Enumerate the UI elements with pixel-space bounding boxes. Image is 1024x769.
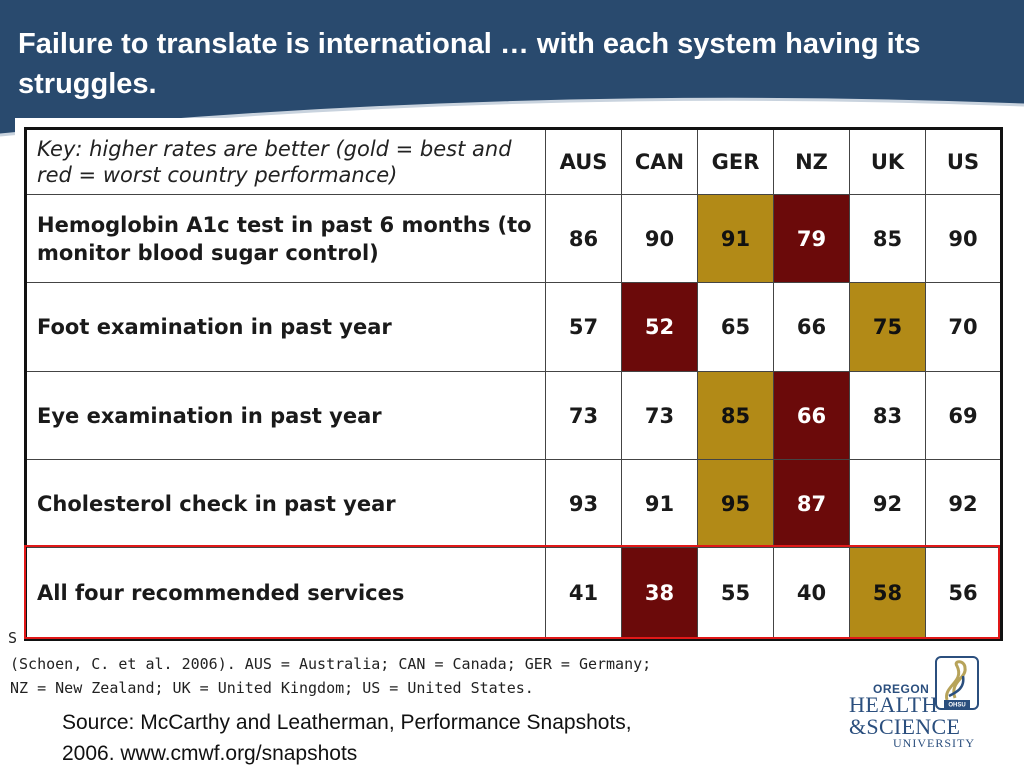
performance-table: Key: higher rates are better (gold = bes… — [24, 127, 1003, 641]
value-cell-aus: 41 — [545, 547, 622, 640]
value-cell-nz: 87 — [773, 459, 850, 548]
row-label: Eye examination in past year — [25, 371, 546, 460]
value-cell-nz: 66 — [773, 282, 850, 372]
notes-line-1: (Schoen, C. et al. 2006). AUS = Australi… — [10, 655, 652, 673]
source-line-1: Source: McCarthy and Leatherman, Perform… — [62, 711, 632, 734]
value-cell-uk: 83 — [849, 371, 926, 460]
value-cell-aus: 57 — [545, 282, 622, 372]
value-cell-ger: 85 — [697, 371, 774, 460]
value-cell-aus: 73 — [545, 371, 622, 460]
value-cell-aus: 93 — [545, 459, 622, 548]
value-cell-can: 90 — [621, 194, 698, 283]
ohsu-logo: OHSU OREGON HEALTH &SCIENCE UNIVERSITY — [845, 652, 985, 752]
value-cell-nz: 40 — [773, 547, 850, 640]
logo-line-university: UNIVERSITY — [893, 736, 975, 750]
value-cell-nz: 79 — [773, 194, 850, 283]
country-header-nz: NZ — [773, 128, 850, 195]
value-cell-ger: 55 — [697, 547, 774, 640]
logo-line-science: &SCIENCE — [849, 714, 961, 739]
table-row: Cholesterol check in past year 93 91 95 87 92… — [25, 459, 1002, 548]
value-cell-us: 92 — [925, 459, 1002, 548]
ohsu-emblem-icon: OHSU — [935, 656, 979, 710]
value-cell-can: 38 — [621, 547, 698, 640]
value-cell-us: 69 — [925, 371, 1002, 460]
value-cell-uk: 92 — [849, 459, 926, 548]
value-cell-ger: 65 — [697, 282, 774, 372]
row-label: Hemoglobin A1c test in past 6 months (to… — [25, 194, 546, 283]
table-row: Hemoglobin A1c test in past 6 months (to… — [25, 194, 1002, 283]
value-cell-us: 90 — [925, 194, 1002, 283]
country-header-us: US — [925, 128, 1002, 195]
value-cell-uk: 75 — [849, 282, 926, 372]
table-header-row: Key: higher rates are better (gold = bes… — [25, 128, 1002, 195]
country-header-aus: AUS — [545, 128, 622, 195]
source-line-2: 2006. www.cmwf.org/snapshots — [62, 742, 358, 765]
row-label: All four recommended services — [25, 547, 546, 640]
row-label: Foot examination in past year — [25, 282, 546, 372]
source-citation: Source: McCarthy and Leatherman, Perform… — [62, 707, 822, 769]
value-cell-ger: 95 — [697, 459, 774, 548]
table-row: Foot examination in past year 57 52 65 66 75 7… — [25, 282, 1002, 372]
value-cell-us: 56 — [925, 547, 1002, 640]
value-cell-nz: 66 — [773, 371, 850, 460]
table-key: Key: higher rates are better (gold = bes… — [25, 128, 546, 195]
country-header-uk: UK — [849, 128, 926, 195]
value-cell-uk: 58 — [849, 547, 926, 640]
value-cell-us: 70 — [925, 282, 1002, 372]
country-header-ger: GER — [697, 128, 774, 195]
value-cell-can: 73 — [621, 371, 698, 460]
notes-line-2: NZ = New Zealand; UK = United Kingdom; U… — [10, 679, 534, 697]
notes: (Schoen, C. et al. 2006). AUS = Australi… — [10, 652, 800, 700]
value-cell-ger: 91 — [697, 194, 774, 283]
logo-line-oregon: OREGON — [873, 682, 930, 696]
logo-line-health: HEALTH — [849, 692, 938, 717]
slide-title: Failure to translate is international … … — [18, 28, 921, 100]
value-cell-can: 52 — [621, 282, 698, 372]
table-row: Eye examination in past year 73 73 85 66 83 69 — [25, 371, 1002, 460]
value-cell-uk: 85 — [849, 194, 926, 283]
value-cell-aus: 86 — [545, 194, 622, 283]
notes-clipped-char: S — [8, 629, 18, 647]
table-row: All four recommended services 41 38 55 40 58 5… — [25, 547, 1002, 640]
ohsu-badge-text: OHSU — [948, 703, 965, 709]
row-label: Cholesterol check in past year — [25, 459, 546, 548]
value-cell-can: 91 — [621, 459, 698, 548]
country-header-can: CAN — [621, 128, 698, 195]
